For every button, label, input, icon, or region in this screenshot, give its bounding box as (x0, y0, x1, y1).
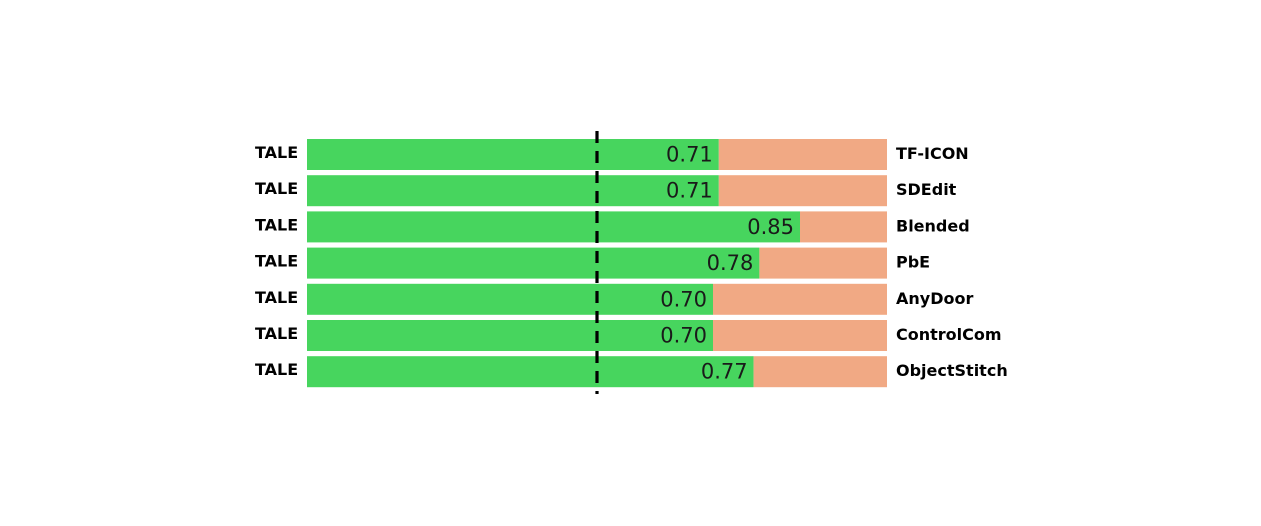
competitor-bar-segment (753, 356, 887, 388)
tale-bar-segment (307, 211, 800, 243)
right-method-label: SDEdit (896, 180, 957, 199)
right-method-label: ObjectStitch (896, 361, 1008, 380)
left-method-label: TALE (255, 252, 298, 271)
competitor-bar-segment (713, 283, 887, 315)
left-method-label: TALE (255, 179, 298, 198)
competitor-bar-segment (713, 320, 887, 351)
left-method-label: TALE (255, 143, 298, 162)
tale-bar-segment (307, 283, 713, 315)
tale-bar-segment (307, 175, 719, 207)
competitor-bar-segment (759, 247, 887, 279)
right-method-label: TF-ICON (896, 144, 969, 163)
value-label: 0.71 (666, 179, 713, 203)
tale-bar-segment (307, 139, 719, 170)
competitor-bar-segment (718, 175, 887, 207)
value-label: 0.71 (666, 143, 713, 167)
right-method-label: ControlCom (896, 325, 1002, 344)
tale-bar-segment (307, 356, 754, 388)
value-label: 0.85 (747, 215, 794, 239)
left-method-label: TALE (255, 288, 298, 307)
value-label: 0.78 (707, 251, 754, 275)
left-method-label: TALE (255, 215, 298, 234)
tale-bar-segment (307, 320, 713, 351)
right-method-label: Blended (896, 216, 970, 235)
value-label: 0.70 (660, 324, 707, 348)
right-method-label: PbE (896, 253, 930, 272)
value-label: 0.77 (701, 360, 748, 384)
left-method-label: TALE (255, 324, 298, 343)
value-label: 0.70 (660, 287, 707, 311)
left-method-label: TALE (255, 360, 298, 379)
competitor-bar-segment (800, 211, 887, 243)
competitor-bar-segment (718, 139, 887, 170)
tale-bar-segment (307, 247, 760, 279)
right-method-label: AnyDoor (896, 289, 973, 308)
